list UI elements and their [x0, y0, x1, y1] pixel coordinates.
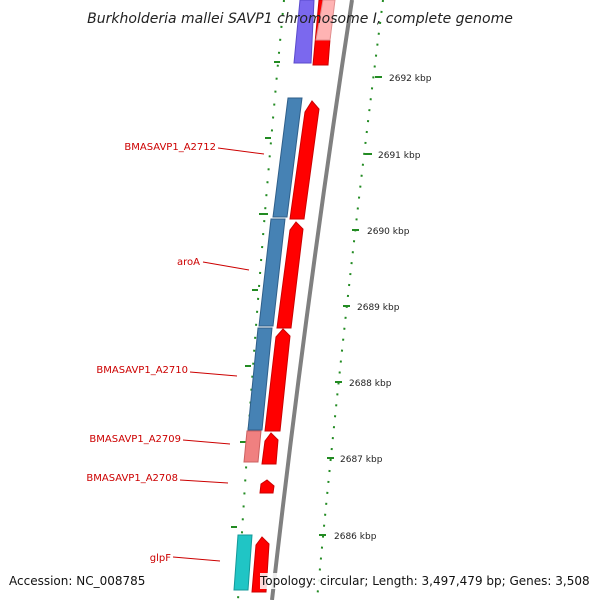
cds-arrow	[276, 221, 304, 329]
ruler-label: 2690 kbp	[367, 227, 410, 237]
gene-label: BMASAVP1_A2708	[86, 473, 178, 484]
outer-tick-ring	[316, 0, 384, 600]
major-ticks	[231, 61, 382, 536]
gene-feature	[243, 430, 262, 463]
genome-backbone	[270, 0, 354, 600]
cds-arrow	[289, 100, 320, 220]
cds-arrow	[261, 432, 279, 465]
inner-tick-ring	[237, 0, 285, 600]
gene-feature	[272, 97, 303, 218]
gene-label: BMASAVP1_A2710	[96, 365, 188, 376]
cds-track	[251, 0, 336, 593]
gene-feature	[233, 534, 253, 591]
ruler-label: 2691 kbp	[378, 151, 421, 161]
cds-arrow	[315, 0, 336, 41]
gene-feature	[258, 218, 286, 327]
gene-feature	[293, 0, 315, 64]
ruler-label: 2692 kbp	[389, 74, 432, 84]
gene-label: aroA	[177, 257, 200, 268]
accession-label: Accession: NC_008785	[9, 573, 146, 589]
gene-label: BMASAVP1_A2709	[89, 434, 181, 445]
ruler-label: 2687 kbp	[340, 455, 383, 465]
genome-summary-label: Topology: circular; Length: 3,497,479 bp…	[260, 573, 590, 589]
gene-label: BMASAVP1_A2712	[124, 142, 216, 153]
gene-track	[233, 0, 315, 591]
ruler-label: 2689 kbp	[357, 303, 400, 313]
label-leaders	[172, 147, 265, 562]
ruler-label: 2686 kbp	[334, 532, 377, 542]
ruler-label: 2688 kbp	[349, 379, 392, 389]
cds-arrow	[259, 479, 275, 494]
gene-feature	[247, 327, 273, 431]
gene-label: glpF	[150, 553, 171, 564]
map-title: Burkholderia mallei SAVP1 chromosome I, …	[87, 11, 513, 27]
cds-arrow	[264, 328, 291, 432]
